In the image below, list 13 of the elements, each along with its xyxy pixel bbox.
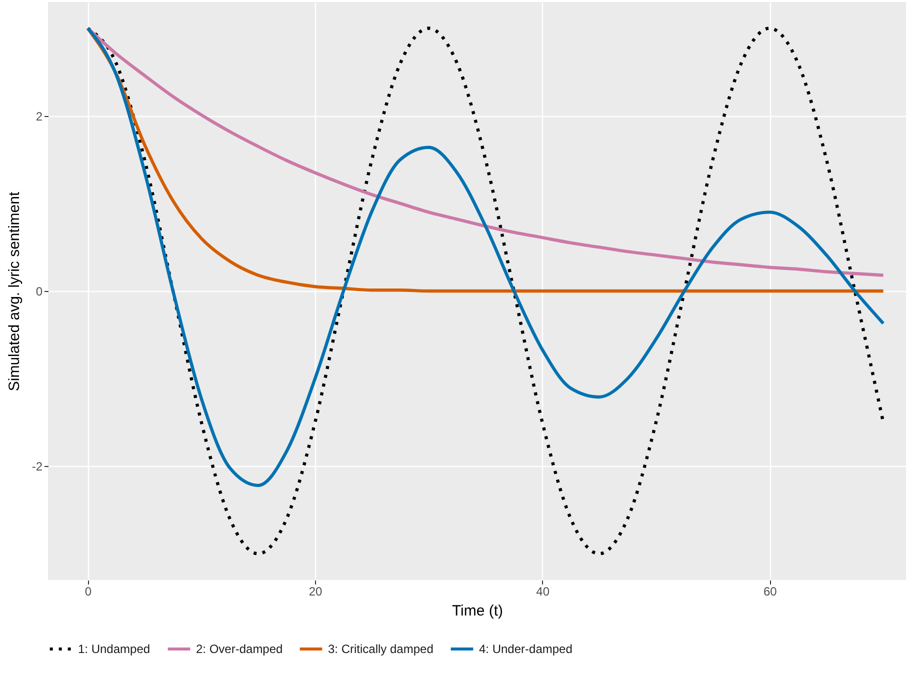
x-tick-label: 60 [763, 584, 778, 598]
legend-label: 2: Over-damped [196, 642, 283, 656]
y-tick-label: -2 [32, 460, 43, 474]
x-tick-label: 40 [536, 584, 550, 598]
y-axis-title: Simulated avg. lyric sentiment [6, 191, 23, 392]
x-axis-title: Time (t) [452, 602, 504, 620]
y-tick-label: 2 [36, 109, 43, 124]
legend-label: 4: Under-damped [479, 642, 572, 656]
legend-label: 3: Critically damped [328, 642, 434, 656]
y-tick-label: 0 [36, 284, 43, 298]
x-tick-label: 0 [84, 584, 92, 598]
legend-label: 1: Undamped [78, 642, 150, 656]
x-tick-label: 20 [308, 584, 323, 598]
